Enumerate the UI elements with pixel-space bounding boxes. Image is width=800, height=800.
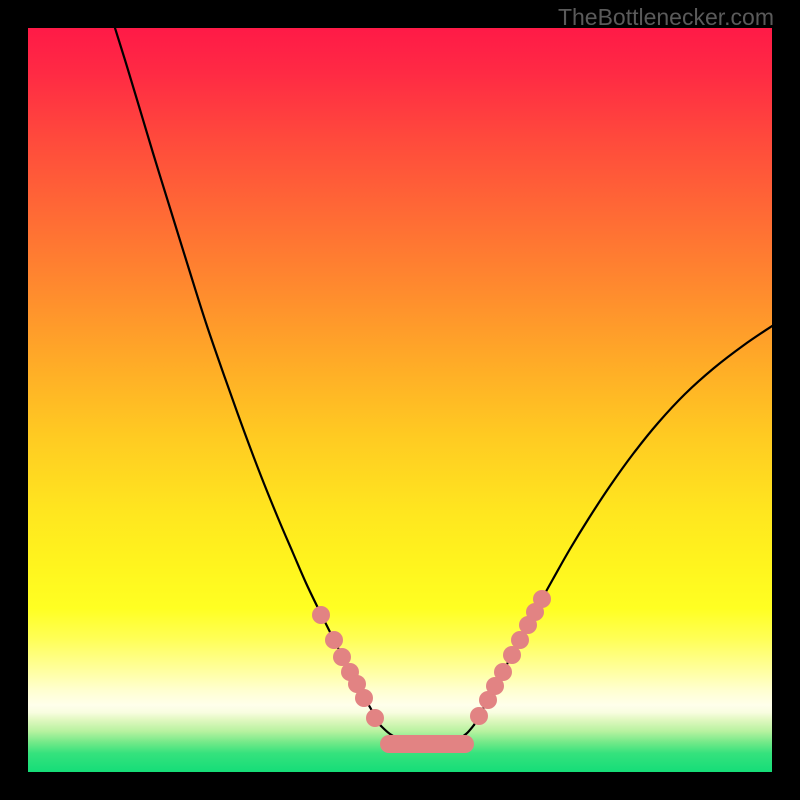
marker-left-0	[312, 606, 330, 624]
marker-left-6	[366, 709, 384, 727]
watermark-text: TheBottlenecker.com	[558, 4, 774, 31]
marker-right-8	[533, 590, 551, 608]
chart-svg	[28, 28, 772, 772]
marker-right-3	[494, 663, 512, 681]
chart-container: TheBottlenecker.com	[0, 0, 800, 800]
marker-right-0	[470, 707, 488, 725]
marker-left-1	[325, 631, 343, 649]
marker-bottom-pill	[380, 735, 474, 753]
gradient-background	[28, 28, 772, 772]
marker-left-5	[355, 689, 373, 707]
plot-area	[28, 28, 772, 772]
